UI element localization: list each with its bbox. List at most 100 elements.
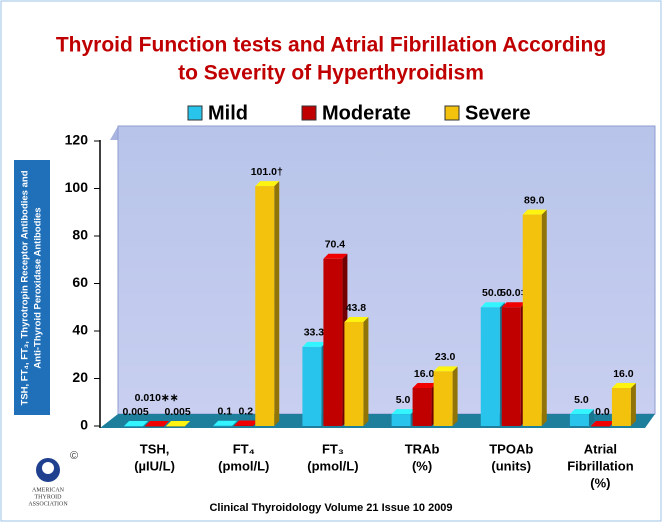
bar bbox=[522, 214, 542, 426]
bar-top bbox=[480, 302, 505, 308]
bar-side bbox=[274, 181, 280, 426]
y-tick-label: 80 bbox=[72, 227, 88, 243]
y-tick-label: 40 bbox=[72, 322, 88, 338]
x-tick-label: Atrial bbox=[584, 441, 617, 456]
bar-side bbox=[232, 420, 238, 426]
bar bbox=[166, 425, 186, 427]
x-tick-label: (pmol/L) bbox=[307, 458, 358, 473]
bar bbox=[412, 388, 432, 426]
logo-symbol: © bbox=[70, 450, 78, 462]
bar-top bbox=[145, 420, 170, 426]
bar bbox=[501, 307, 521, 426]
bar-top bbox=[412, 383, 437, 388]
bar bbox=[344, 321, 364, 426]
x-tick-label: TPOAb bbox=[489, 441, 533, 456]
bar-side bbox=[541, 209, 547, 426]
value-label: 50.0 bbox=[482, 287, 503, 299]
value-label: 43.8 bbox=[346, 302, 367, 314]
bar-side bbox=[588, 409, 594, 426]
x-tick-label: FT₄ bbox=[233, 441, 255, 456]
y-label: TSH, FT₄, FT₃, Thyrotropin Receptor Anti… bbox=[20, 170, 44, 405]
x-tick-label: (%) bbox=[590, 475, 610, 490]
x-tick-label: TRAb bbox=[405, 441, 440, 456]
bar bbox=[433, 371, 453, 426]
bar bbox=[569, 414, 589, 426]
y-label-line: Anti-Thyroid Peroxidase Antibodies bbox=[33, 207, 44, 368]
x-tick-label: (%) bbox=[412, 458, 432, 473]
value-label: 23.0 bbox=[435, 351, 456, 363]
value-label: 0.1 bbox=[217, 406, 232, 418]
logo-text: ASSOCIATION bbox=[28, 501, 68, 507]
legend-label: Severe bbox=[465, 102, 531, 124]
bar-side bbox=[143, 420, 149, 426]
value-label: 0.005 bbox=[164, 406, 190, 418]
bar-top bbox=[213, 420, 238, 426]
bar-top bbox=[124, 420, 149, 426]
bar bbox=[124, 425, 144, 427]
value-label: 89.0 bbox=[524, 194, 545, 206]
footer: Clinical Thyroidology Volume 21 Issue 10… bbox=[209, 502, 452, 514]
bar-top bbox=[391, 409, 416, 415]
bar bbox=[323, 258, 343, 426]
value-label: 0.2 bbox=[238, 405, 253, 417]
value-label: 16.0 bbox=[613, 368, 634, 380]
bar bbox=[590, 426, 610, 427]
legend-swatch bbox=[301, 105, 317, 121]
bar-top bbox=[433, 366, 458, 372]
legend-swatch bbox=[444, 105, 460, 121]
logo-mark bbox=[42, 462, 54, 474]
bar bbox=[391, 414, 411, 426]
value-label: 0.010∗∗ bbox=[135, 392, 179, 404]
value-label: 0.005 bbox=[122, 406, 148, 418]
value-label: 50.0‡ bbox=[500, 287, 526, 299]
value-label: 70.4 bbox=[325, 239, 346, 251]
chart-title: to Severity of Hyperthyroidism bbox=[178, 62, 484, 85]
value-label: 16.0 bbox=[414, 368, 435, 380]
y-label-line: TSH, FT₄, FT₃, Thyrotropin Receptor Anti… bbox=[20, 170, 31, 405]
bar-top bbox=[323, 253, 348, 259]
bar bbox=[255, 186, 275, 426]
bar-top bbox=[590, 421, 615, 426]
bar bbox=[302, 346, 322, 426]
bar-top bbox=[255, 181, 280, 187]
bar bbox=[234, 425, 254, 427]
bar-side bbox=[630, 383, 636, 426]
bar bbox=[145, 425, 165, 427]
x-tick-label: (pmol/L) bbox=[218, 458, 269, 473]
bar-top bbox=[166, 420, 191, 426]
value-label: 33.3 bbox=[304, 327, 325, 339]
bar-top bbox=[344, 316, 369, 322]
bar-top bbox=[569, 409, 594, 415]
legend-label: Moderate bbox=[322, 102, 411, 124]
x-tick-label: Fibrillation bbox=[567, 458, 634, 473]
bar-top bbox=[501, 302, 526, 308]
y-tick-label: 60 bbox=[72, 274, 88, 290]
value-label: 0.0 bbox=[595, 406, 610, 418]
bar-top bbox=[234, 420, 259, 426]
x-tick-label: (µIU/L) bbox=[134, 458, 175, 473]
y-tick-label: 20 bbox=[72, 369, 88, 385]
y-label-box bbox=[14, 160, 50, 415]
bar bbox=[213, 425, 233, 427]
value-label: 5.0 bbox=[396, 394, 411, 406]
bar-top bbox=[302, 341, 327, 347]
bar-top bbox=[611, 383, 636, 388]
bar-top bbox=[522, 209, 547, 215]
legend-label: Mild bbox=[208, 102, 248, 124]
bar bbox=[480, 307, 500, 426]
legend-swatch bbox=[187, 105, 203, 121]
bar-side bbox=[164, 420, 170, 426]
chart-title: Thyroid Function tests and Atrial Fibril… bbox=[56, 34, 606, 57]
value-label: 5.0 bbox=[574, 394, 589, 406]
y-tick-label: 120 bbox=[65, 132, 89, 148]
bar-side bbox=[363, 316, 369, 426]
bar bbox=[611, 388, 631, 426]
logo: © AMERICAN THYROID ASSOCIATION bbox=[28, 450, 78, 507]
logo-text: THYROID bbox=[35, 494, 63, 500]
value-label: 101.0† bbox=[251, 166, 283, 178]
x-tick-label: TSH, bbox=[140, 441, 170, 456]
x-tick-label: (units) bbox=[491, 458, 531, 473]
y-tick-label: 0 bbox=[80, 417, 88, 433]
y-tick-label: 100 bbox=[65, 179, 89, 195]
